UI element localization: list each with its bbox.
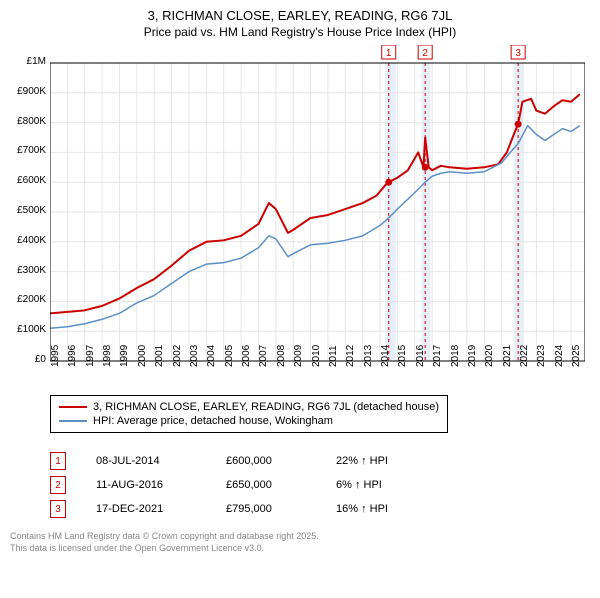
- x-tick-label: 2015: [397, 345, 408, 367]
- legend-label: 3, RICHMAN CLOSE, EARLEY, READING, RG6 7…: [93, 401, 439, 413]
- chart-container: 3, RICHMAN CLOSE, EARLEY, READING, RG6 7…: [0, 8, 600, 598]
- legend-label: HPI: Average price, detached house, Woki…: [93, 415, 333, 427]
- x-tick-label: 1997: [85, 345, 96, 367]
- attribution-line2: This data is licensed under the Open Gov…: [10, 543, 600, 555]
- legend: 3, RICHMAN CLOSE, EARLEY, READING, RG6 7…: [50, 395, 448, 433]
- sales-date: 08-JUL-2014: [96, 455, 196, 467]
- legend-row: HPI: Average price, detached house, Woki…: [59, 414, 439, 428]
- sales-row: 1 08-JUL-2014 £600,000 22% ↑ HPI: [50, 449, 600, 473]
- sales-marker: 3: [50, 500, 66, 518]
- x-tick-label: 2002: [172, 345, 183, 367]
- x-tick-label: 1996: [67, 345, 78, 367]
- x-tick-label: 2018: [450, 345, 461, 367]
- x-tick-label: 1998: [102, 345, 113, 367]
- x-tick-label: 2019: [467, 345, 478, 367]
- y-tick-label: £300K: [17, 265, 46, 276]
- chart-area: 123 £0£100K£200K£300K£400K£500K£600K£700…: [50, 45, 585, 365]
- sales-hpi: 16% ↑ HPI: [336, 503, 388, 515]
- x-tick-label: 2013: [363, 345, 374, 367]
- x-tick-label: 2005: [224, 345, 235, 367]
- sales-marker: 2: [50, 476, 66, 494]
- sales-hpi: 6% ↑ HPI: [336, 479, 382, 491]
- sales-price: £650,000: [226, 479, 306, 491]
- y-tick-label: £500K: [17, 205, 46, 216]
- x-tick-label: 2011: [328, 345, 339, 367]
- sales-marker: 1: [50, 452, 66, 470]
- legend-row: 3, RICHMAN CLOSE, EARLEY, READING, RG6 7…: [59, 400, 439, 414]
- sales-row: 3 17-DEC-2021 £795,000 16% ↑ HPI: [50, 497, 600, 521]
- y-tick-label: £700K: [17, 145, 46, 156]
- x-tick-label: 1999: [119, 345, 130, 367]
- chart-svg: 1 2 3: [50, 45, 585, 365]
- x-tick-label: 2022: [519, 345, 530, 367]
- x-tick-label: 2000: [137, 345, 148, 367]
- x-tick-label: 2010: [311, 345, 322, 367]
- y-tick-label: £800K: [17, 116, 46, 127]
- x-tick-label: 2023: [536, 345, 547, 367]
- attribution-line1: Contains HM Land Registry data © Crown c…: [10, 531, 600, 543]
- x-tick-label: 2024: [554, 345, 565, 367]
- y-tick-label: £400K: [17, 235, 46, 246]
- x-tick-label: 2016: [415, 345, 426, 367]
- sales-date: 17-DEC-2021: [96, 503, 196, 515]
- x-tick-label: 2017: [432, 345, 443, 367]
- chart-title: 3, RICHMAN CLOSE, EARLEY, READING, RG6 7…: [0, 8, 600, 23]
- x-tick-label: 2003: [189, 345, 200, 367]
- sales-row: 2 11-AUG-2016 £650,000 6% ↑ HPI: [50, 473, 600, 497]
- svg-text:2: 2: [422, 48, 428, 59]
- sales-price: £600,000: [226, 455, 306, 467]
- legend-swatch: [59, 420, 87, 422]
- legend-swatch: [59, 406, 87, 408]
- x-tick-label: 2009: [293, 345, 304, 367]
- x-tick-label: 2014: [380, 345, 391, 367]
- attribution: Contains HM Land Registry data © Crown c…: [10, 531, 600, 554]
- x-tick-label: 2006: [241, 345, 252, 367]
- y-tick-label: £100K: [17, 324, 46, 335]
- x-tick-label: 2021: [502, 345, 513, 367]
- y-tick-label: £200K: [17, 294, 46, 305]
- y-tick-label: £900K: [17, 86, 46, 97]
- sales-hpi: 22% ↑ HPI: [336, 455, 388, 467]
- chart-subtitle: Price paid vs. HM Land Registry's House …: [0, 25, 600, 39]
- x-tick-label: 2007: [258, 345, 269, 367]
- x-tick-label: 2025: [571, 345, 582, 367]
- y-tick-label: £600K: [17, 175, 46, 186]
- sales-table: 1 08-JUL-2014 £600,000 22% ↑ HPI 2 11-AUG-201…: [50, 449, 600, 521]
- x-tick-label: 2008: [276, 345, 287, 367]
- x-tick-label: 2012: [345, 345, 356, 367]
- x-tick-label: 2004: [206, 345, 217, 367]
- x-tick-label: 2020: [484, 345, 495, 367]
- y-tick-label: £0: [35, 354, 46, 365]
- y-tick-label: £1M: [27, 56, 46, 67]
- svg-text:3: 3: [515, 48, 521, 59]
- sales-date: 11-AUG-2016: [96, 479, 196, 491]
- sales-price: £795,000: [226, 503, 306, 515]
- x-tick-label: 2001: [154, 345, 165, 367]
- svg-text:1: 1: [386, 48, 392, 59]
- x-tick-label: 1995: [50, 345, 61, 367]
